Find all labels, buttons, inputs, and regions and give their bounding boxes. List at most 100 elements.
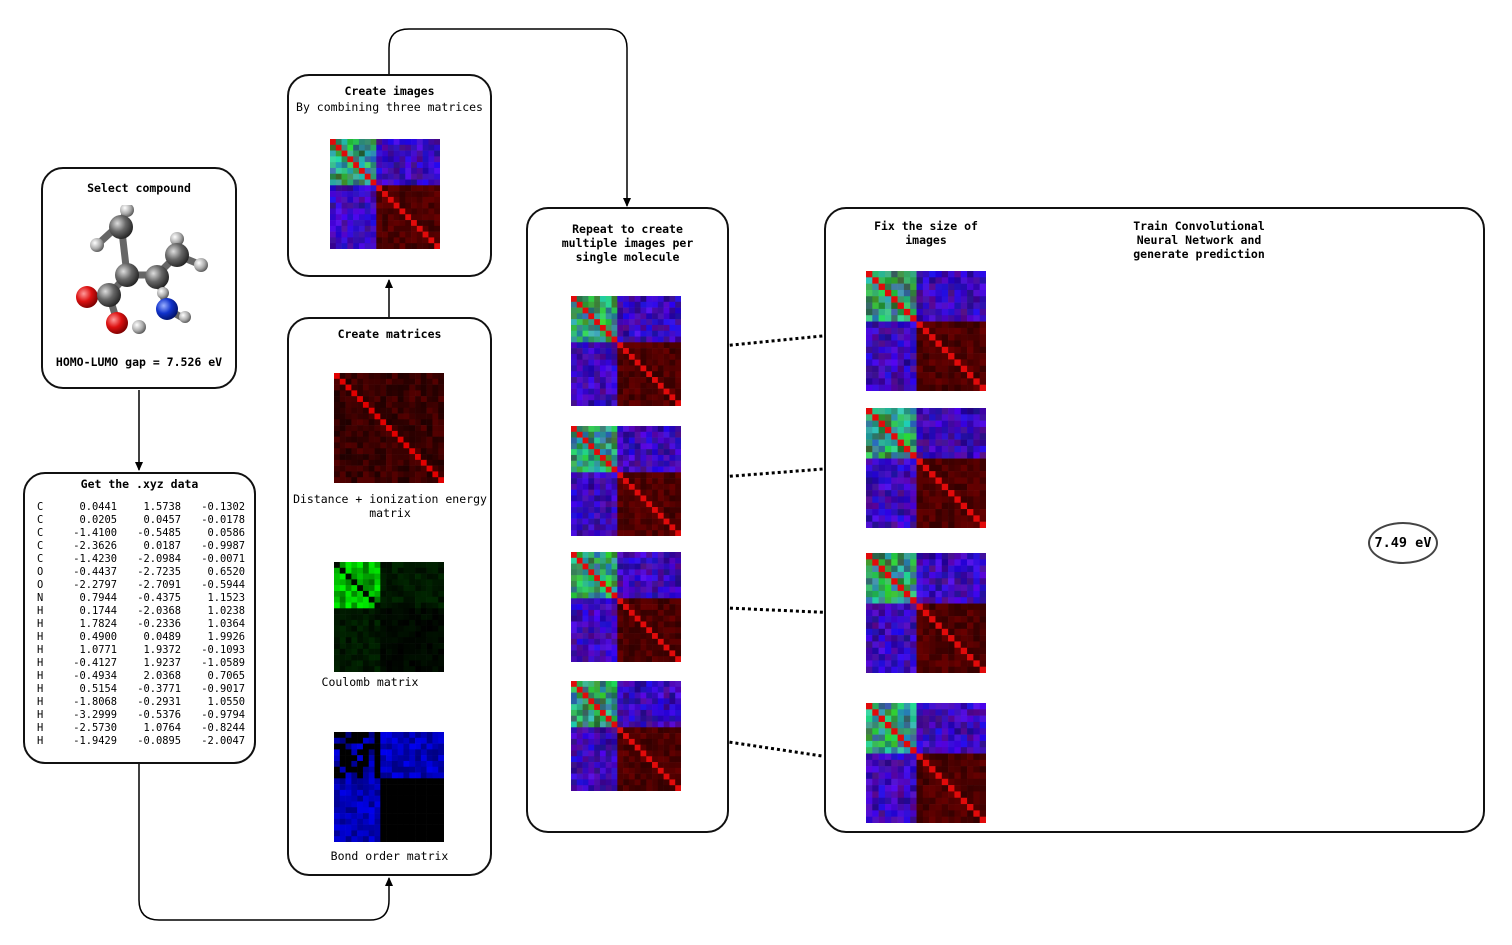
xyz-coordinate: 0.0205 — [79, 514, 117, 526]
xyz-element: C — [37, 527, 44, 539]
xyz-coordinate: -0.0178 — [201, 514, 245, 526]
xyz-element: C — [37, 514, 44, 526]
xyz-row: O -0.4437 -2.7235 0.6520 — [37, 566, 245, 579]
xyz-coordinate: -0.5485 — [137, 527, 181, 539]
xyz-coordinate: -0.4437 — [73, 566, 117, 578]
xyz-row: H 1.0771 1.9372 -0.1093 — [37, 644, 245, 657]
xyz-coordinate: 1.9237 — [143, 657, 181, 669]
xyz-row: C -1.4230 -2.0984 -0.0071 — [37, 553, 245, 566]
xyz-element: H — [37, 670, 44, 682]
xyz-row: C 0.0205 0.0457 -0.0178 — [37, 514, 245, 527]
xyz-coordinate: -0.5376 — [137, 709, 181, 721]
xyz-coordinate: -0.9987 — [201, 540, 245, 552]
combined-image — [330, 139, 440, 249]
xyz-row: H 0.4900 0.0489 1.9926 — [37, 631, 245, 644]
xyz-coordinate: -0.9017 — [201, 683, 245, 695]
xyz-element: H — [37, 683, 44, 695]
coulomb-matrix-image — [334, 562, 444, 672]
select-compound-title: Select compound — [87, 181, 191, 195]
xyz-row: C -1.4100 -0.5485 0.0586 — [37, 527, 245, 540]
xyz-element: H — [37, 657, 44, 669]
create-images-title: Create images — [344, 84, 435, 98]
fixed-image-3 — [866, 553, 986, 673]
xyz-element: H — [37, 709, 44, 721]
xyz-coordinate: -2.7235 — [137, 566, 181, 578]
xyz-coordinate: -2.7091 — [137, 579, 181, 591]
xyz-row: H -0.4934 2.0368 0.7065 — [37, 670, 245, 683]
xyz-element: H — [37, 696, 44, 708]
xyz-coordinate: -0.3771 — [137, 683, 181, 695]
xyz-coordinate: -0.9794 — [201, 709, 245, 721]
xyz-coordinate: -0.2336 — [137, 618, 181, 630]
xyz-coordinate: 0.5154 — [79, 683, 117, 695]
xyz-coordinate: 1.1523 — [207, 592, 245, 604]
repeat-title: Repeat to create multiple images per sin… — [561, 222, 694, 264]
xyz-element: C — [37, 553, 44, 565]
xyz-element: H — [37, 722, 44, 734]
xyz-coordinate: -2.3626 — [73, 540, 117, 552]
xyz-row: N 0.7944 -0.4375 1.1523 — [37, 592, 245, 605]
fix-size-title: Fix the size of images — [874, 219, 978, 247]
arrow-images-to-repeat — [388, 28, 631, 207]
xyz-element: H — [37, 605, 44, 617]
xyz-row: H -2.5730 1.0764 -0.8244 — [37, 722, 245, 735]
xyz-coordinate: 0.0187 — [143, 540, 181, 552]
xyz-row: C 0.0441 1.5738 -0.1302 — [37, 501, 245, 514]
distance-matrix-caption: Distance + ionization energy matrix — [293, 492, 487, 520]
xyz-coordinate: 0.0586 — [207, 527, 245, 539]
xyz-coordinate: 0.7065 — [207, 670, 245, 682]
prediction-output: 7.49 eV — [1368, 522, 1438, 564]
bond-order-matrix-image — [334, 732, 444, 842]
xyz-coordinate: 1.0771 — [79, 644, 117, 656]
xyz-row: H -1.9429 -0.0895 -2.0047 — [37, 735, 245, 748]
repeat-image-1 — [571, 296, 681, 406]
xyz-coordinate: 1.0238 — [207, 605, 245, 617]
xyz-coordinate: 1.0550 — [207, 696, 245, 708]
distance-matrix-image — [334, 373, 444, 483]
xyz-element: H — [37, 618, 44, 630]
homo-lumo-gap-label: HOMO-LUMO gap = 7.526 eV — [55, 355, 223, 369]
create-matrices-title: Create matrices — [337, 327, 442, 341]
xyz-coordinate: -2.0047 — [201, 735, 245, 747]
xyz-row: O -2.2797 -2.7091 -0.5944 — [37, 579, 245, 592]
xyz-coordinate: 1.5738 — [143, 501, 181, 513]
xyz-row: H -3.2999 -0.5376 -0.9794 — [37, 709, 245, 722]
xyz-coordinate: -0.4934 — [73, 670, 117, 682]
xyz-coordinate: -0.2931 — [137, 696, 181, 708]
xyz-element: O — [37, 566, 44, 578]
xyz-coordinate: -3.2999 — [73, 709, 117, 721]
xyz-row: H 0.1744 -2.0368 1.0238 — [37, 605, 245, 618]
xyz-coordinate: 1.0764 — [143, 722, 181, 734]
xyz-coordinate: 1.9926 — [207, 631, 245, 643]
xyz-coordinate: -1.8068 — [73, 696, 117, 708]
xyz-coordinate: 0.0457 — [143, 514, 181, 526]
molecule-image — [76, 205, 208, 334]
fixed-image-1 — [866, 271, 986, 391]
xyz-coordinate: 0.0489 — [143, 631, 181, 643]
xyz-coordinate: -1.0589 — [201, 657, 245, 669]
xyz-element: H — [37, 735, 44, 747]
create-images-subtitle: By combining three matrices — [296, 100, 483, 114]
xyz-coordinate: -2.0368 — [137, 605, 181, 617]
xyz-coordinate: 2.0368 — [143, 670, 181, 682]
xyz-row: H 0.5154 -0.3771 -0.9017 — [37, 683, 245, 696]
repeat-image-3 — [571, 552, 681, 662]
xyz-row: H 1.7824 -0.2336 1.0364 — [37, 618, 245, 631]
repeat-image-2 — [571, 426, 681, 536]
xyz-coordinate: -2.0984 — [137, 553, 181, 565]
xyz-coordinate: 1.7824 — [79, 618, 117, 630]
xyz-data-title: Get the .xyz data — [80, 477, 199, 491]
xyz-element: C — [37, 501, 44, 513]
xyz-coordinate: -2.5730 — [73, 722, 117, 734]
train-cnn-title: Train Convolutional Neural Network and g… — [1133, 219, 1265, 261]
xyz-element: O — [37, 579, 44, 591]
repeat-image-4 — [571, 681, 681, 791]
xyz-coordinate: -1.9429 — [73, 735, 117, 747]
xyz-coordinate: -0.4375 — [137, 592, 181, 604]
xyz-element: H — [37, 631, 44, 643]
xyz-coordinate: -0.5944 — [201, 579, 245, 591]
xyz-coordinate: 0.1744 — [79, 605, 117, 617]
xyz-coordinate: -2.2797 — [73, 579, 117, 591]
xyz-coordinate: 0.4900 — [79, 631, 117, 643]
xyz-coordinate: -1.4100 — [73, 527, 117, 539]
